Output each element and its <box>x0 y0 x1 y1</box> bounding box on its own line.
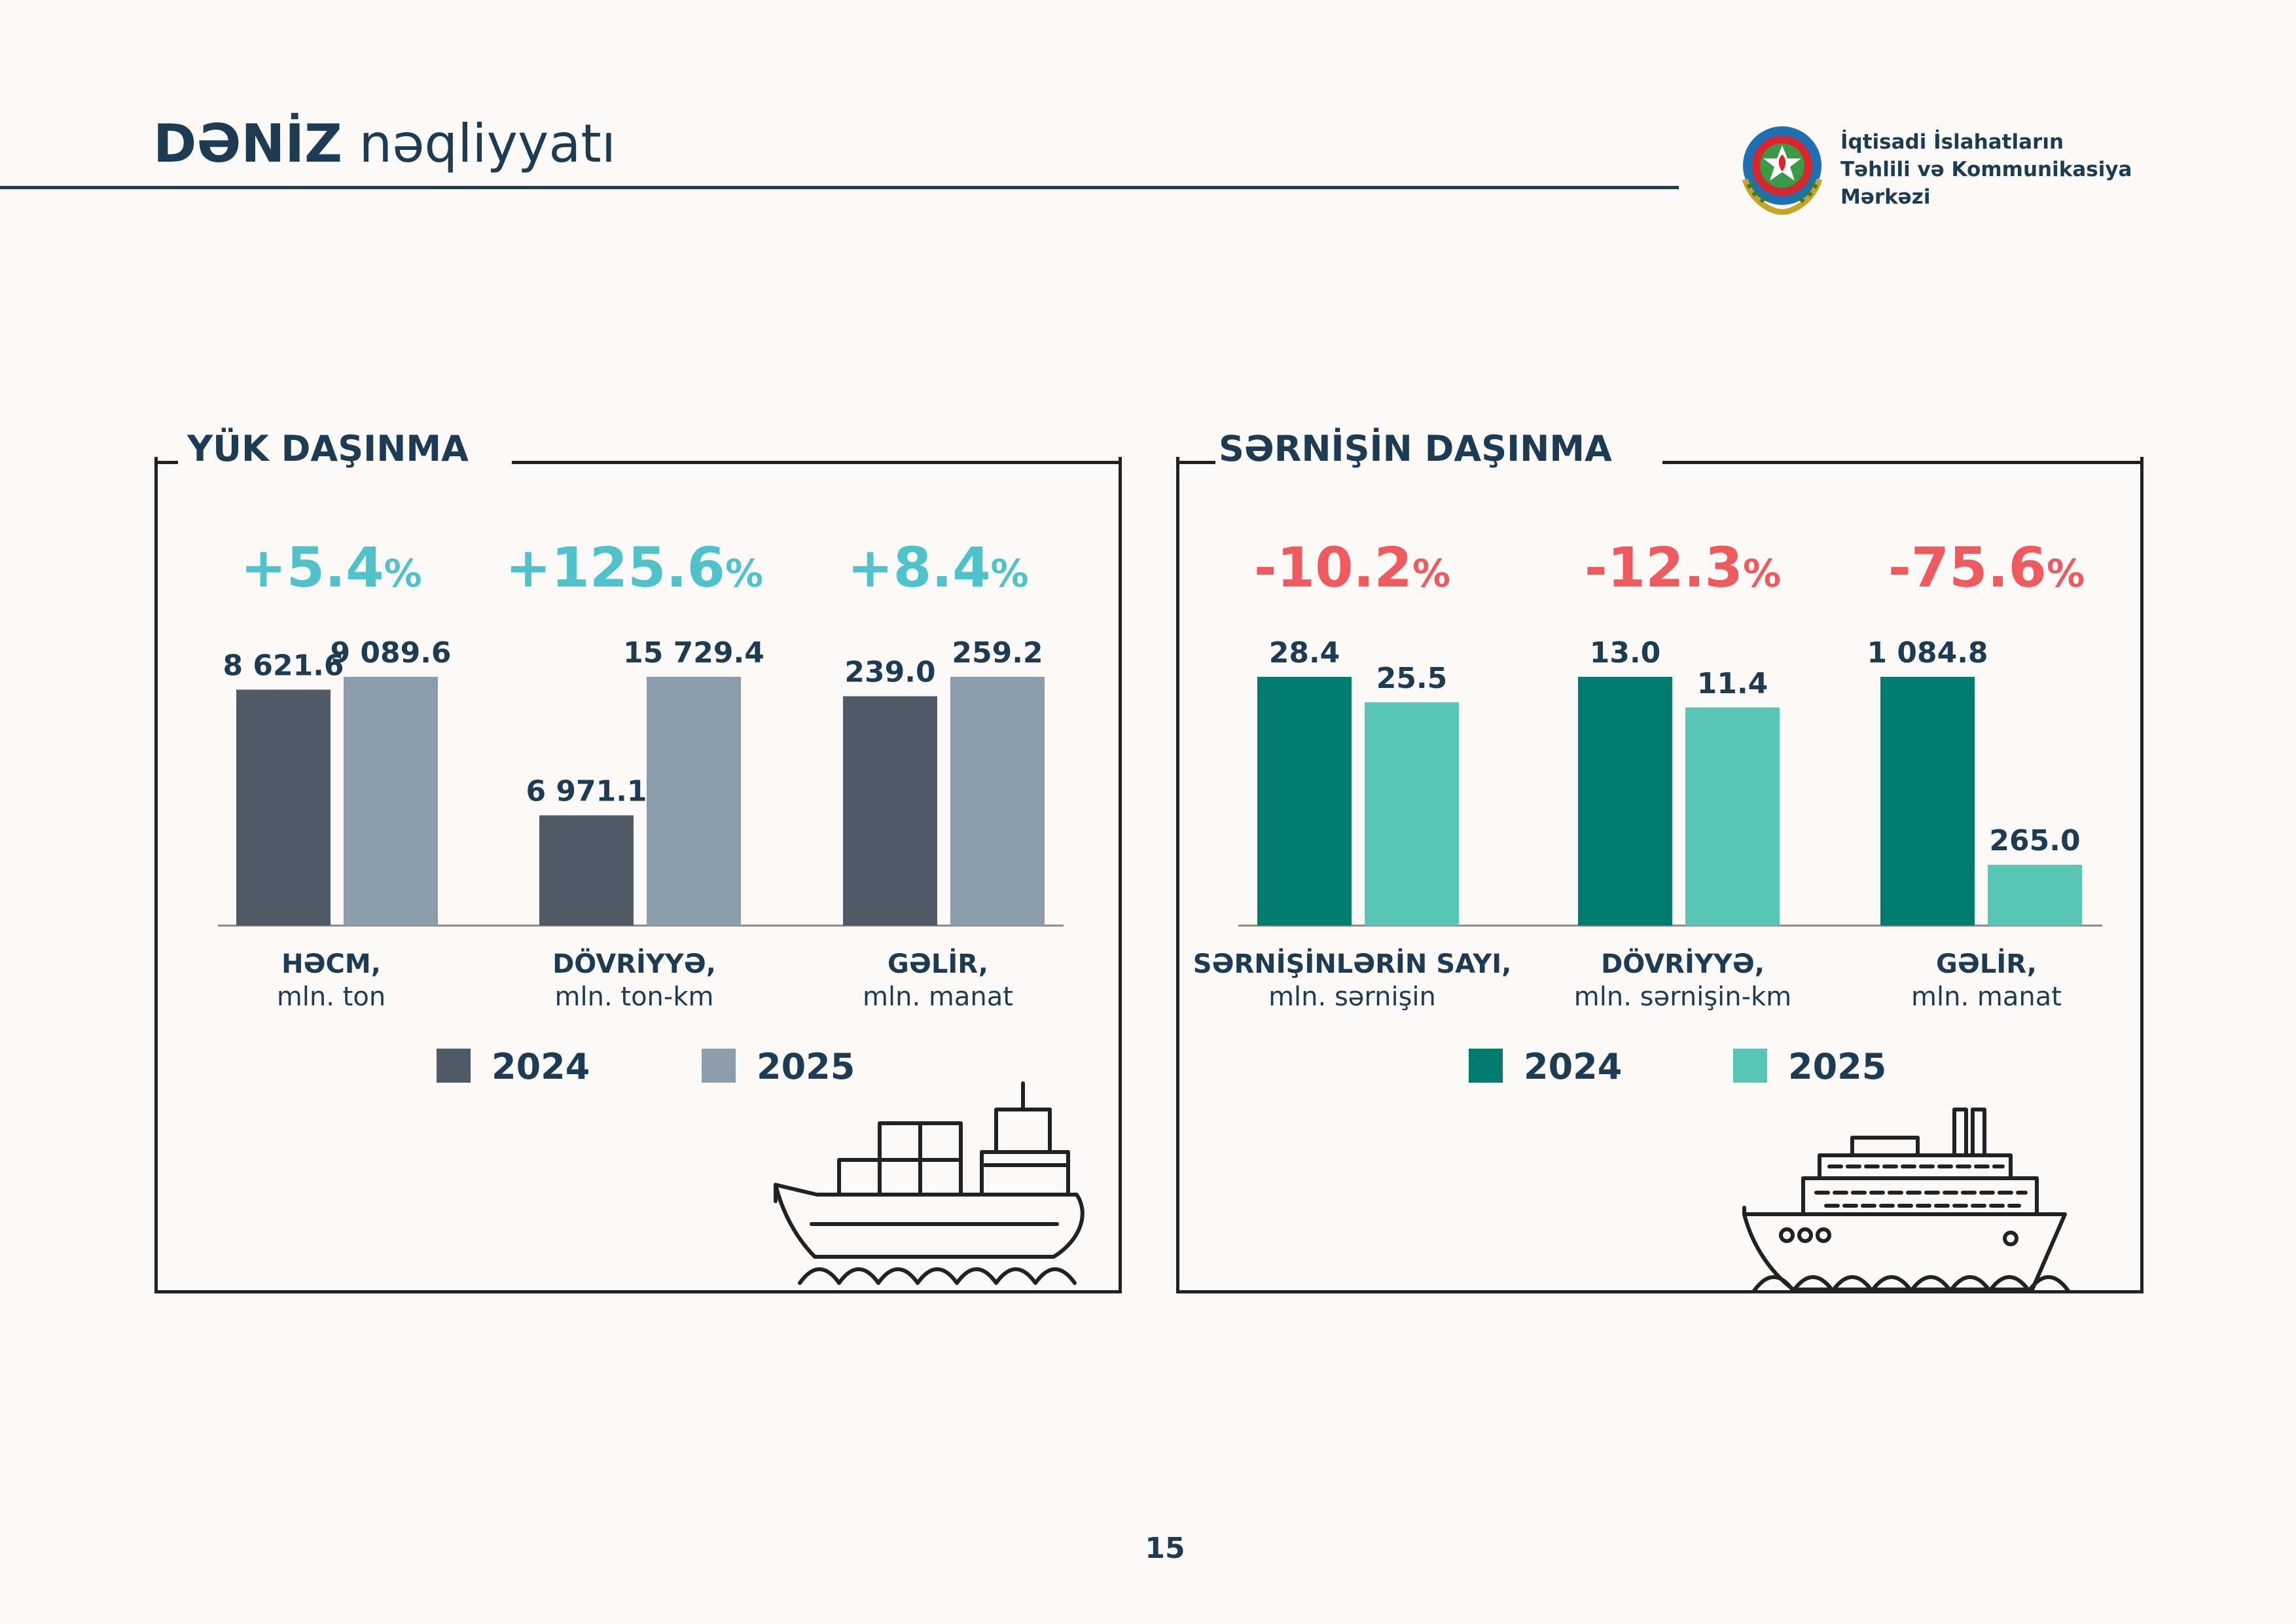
passenger-bar-2-2025 <box>1988 865 2082 926</box>
cargo-bar-0-2025 <box>344 677 438 926</box>
org-name-line-1: İqtisadi İslahatların <box>1840 130 2064 154</box>
cargo-panel <box>154 457 1122 1293</box>
cargo-value-label-1-2025: 15 729.4 <box>623 636 764 670</box>
cargo-panel-title: YÜK DAŞINMA <box>187 428 469 469</box>
cargo-legend-swatch-2024 <box>437 1049 471 1083</box>
passenger-category-unit-0: mln. sərnişin <box>1268 982 1436 1012</box>
cargo-value-label-2-2025: 259.2 <box>952 636 1043 670</box>
passenger-value-label-1-2025: 11.4 <box>1697 667 1768 700</box>
page-number: 15 <box>1145 1532 1185 1565</box>
passenger-category-unit-1: mln. sərnişin-km <box>1574 982 1791 1012</box>
passenger-bar-1-2025 <box>1685 707 1780 926</box>
passenger-bar-1-2024 <box>1578 677 1672 926</box>
cargo-legend-label-2024: 2024 <box>492 1046 590 1087</box>
cargo-change-label-2: +8.4% <box>847 535 1028 600</box>
passenger-change-label-2: -75.6% <box>1888 535 2085 600</box>
cargo-value-label-1-2024: 6 971.1 <box>526 775 647 808</box>
org-name-line-2: Təhlili və Kommunikasiya <box>1840 158 2132 181</box>
passenger-value-label-2-2024: 1 084.8 <box>1867 636 1988 670</box>
passenger-value-label-0-2025: 25.5 <box>1376 662 1448 695</box>
cargo-legend-swatch-2025 <box>702 1049 736 1083</box>
title-divider <box>0 186 1679 189</box>
cargo-panel-top-right <box>512 461 1122 464</box>
passenger-category-label-1: DÖVRİYYƏ, <box>1601 948 1765 979</box>
cargo-category-label-2: GƏLİR, <box>888 948 988 979</box>
passenger-legend-label-2025: 2025 <box>1788 1046 1886 1087</box>
passenger-bar-0-2025 <box>1365 702 1459 926</box>
passenger-panel <box>1176 457 2144 1293</box>
emblem-logo <box>1742 126 1823 215</box>
cruise-ship-icon <box>1742 1108 2070 1293</box>
cargo-category-unit-0: mln. ton <box>277 982 386 1012</box>
page-title-bold: DƏNİZ <box>153 113 343 174</box>
cargo-bar-2-2024 <box>843 696 937 926</box>
page-title: DƏNİZ nəqliyyatı <box>153 113 616 175</box>
cargo-value-label-2-2024: 239.0 <box>844 656 935 689</box>
passenger-panel-top-right <box>1662 461 2144 464</box>
passenger-panel-title: SƏRNİŞİN DAŞINMA <box>1219 428 1612 469</box>
cargo-category-label-1: DÖVRİYYƏ, <box>552 948 716 979</box>
cargo-value-label-0-2024: 8 621.6 <box>223 649 344 683</box>
passenger-bar-2-2024 <box>1880 677 1975 926</box>
cargo-value-label-0-2025: 9 089.6 <box>330 636 451 670</box>
cargo-category-unit-1: mln. ton-km <box>555 982 714 1012</box>
passenger-legend-label-2024: 2024 <box>1524 1046 1622 1087</box>
passenger-category-label-0: SƏRNİŞİNLƏRİN SAYI, <box>1193 948 1512 979</box>
cargo-panel-top-left <box>154 461 178 464</box>
passenger-value-label-2-2025: 265.0 <box>1989 824 2080 857</box>
cargo-category-unit-2: mln. manat <box>863 982 1013 1012</box>
chart-layer: 8 621.69 089.6 +5.4% HƏCM,mln. ton 6 971.1 1… <box>218 535 2102 1087</box>
passenger-change-label-0: -10.2% <box>1254 535 1450 600</box>
organization-name: İqtisadi İslahatların Təhlili və Kommuni… <box>1840 128 2132 211</box>
cargo-ship-icon <box>774 1081 1085 1285</box>
passenger-value-label-1-2024: 13.0 <box>1590 636 1661 670</box>
cargo-change-label-1: +125.6% <box>505 535 763 600</box>
cargo-bar-1-2024 <box>539 815 634 926</box>
cargo-bar-1-2025 <box>647 677 741 926</box>
passenger-legend-swatch-2025 <box>1733 1049 1767 1083</box>
cargo-change-label-0: +5.4% <box>240 535 422 600</box>
passenger-bar-0-2024 <box>1257 677 1352 926</box>
passenger-category-unit-2: mln. manat <box>1911 982 2062 1012</box>
cargo-bar-0-2024 <box>236 689 331 926</box>
page-title-rest: nəqliyyatı <box>359 113 616 174</box>
passenger-legend-swatch-2024 <box>1469 1049 1503 1083</box>
cargo-legend-label-2025: 2025 <box>757 1046 855 1087</box>
passenger-category-label-2: GƏLİR, <box>1936 948 2037 979</box>
passenger-panel-top-left <box>1176 461 1215 464</box>
cargo-category-label-0: HƏCM, <box>281 949 381 979</box>
passenger-change-label-1: -12.3% <box>1585 535 1781 600</box>
passenger-value-label-0-2024: 28.4 <box>1269 636 1340 670</box>
cargo-bar-2-2025 <box>950 677 1045 926</box>
org-name-line-3: Mərkəzi <box>1840 185 1931 209</box>
